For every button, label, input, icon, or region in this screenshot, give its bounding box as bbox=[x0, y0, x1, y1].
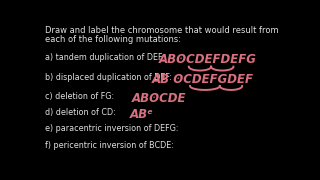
Text: d) deletion of CD:: d) deletion of CD: bbox=[45, 107, 116, 116]
Text: ABᵉ: ABᵉ bbox=[129, 107, 153, 121]
Text: e) paracentric inversion of DEFG:: e) paracentric inversion of DEFG: bbox=[45, 124, 179, 133]
Text: f) pericentric inversion of BCDE:: f) pericentric inversion of BCDE: bbox=[45, 141, 174, 150]
Text: c) deletion of FG:: c) deletion of FG: bbox=[45, 92, 114, 101]
Text: each of the following mutations:: each of the following mutations: bbox=[45, 35, 181, 44]
Text: AB ʘCDEFGDEF: AB ʘCDEFGDEF bbox=[152, 73, 254, 86]
Text: ABʘCDEFDEFG: ABʘCDEFDEFG bbox=[159, 53, 257, 66]
Text: Draw and label the chromosome that would result from: Draw and label the chromosome that would… bbox=[45, 26, 279, 35]
Text: a) tandem duplication of DEF:: a) tandem duplication of DEF: bbox=[45, 53, 164, 62]
Text: b) displaced duplication of DEF:: b) displaced duplication of DEF: bbox=[45, 73, 172, 82]
Text: ABʘCDE: ABʘCDE bbox=[132, 92, 186, 105]
